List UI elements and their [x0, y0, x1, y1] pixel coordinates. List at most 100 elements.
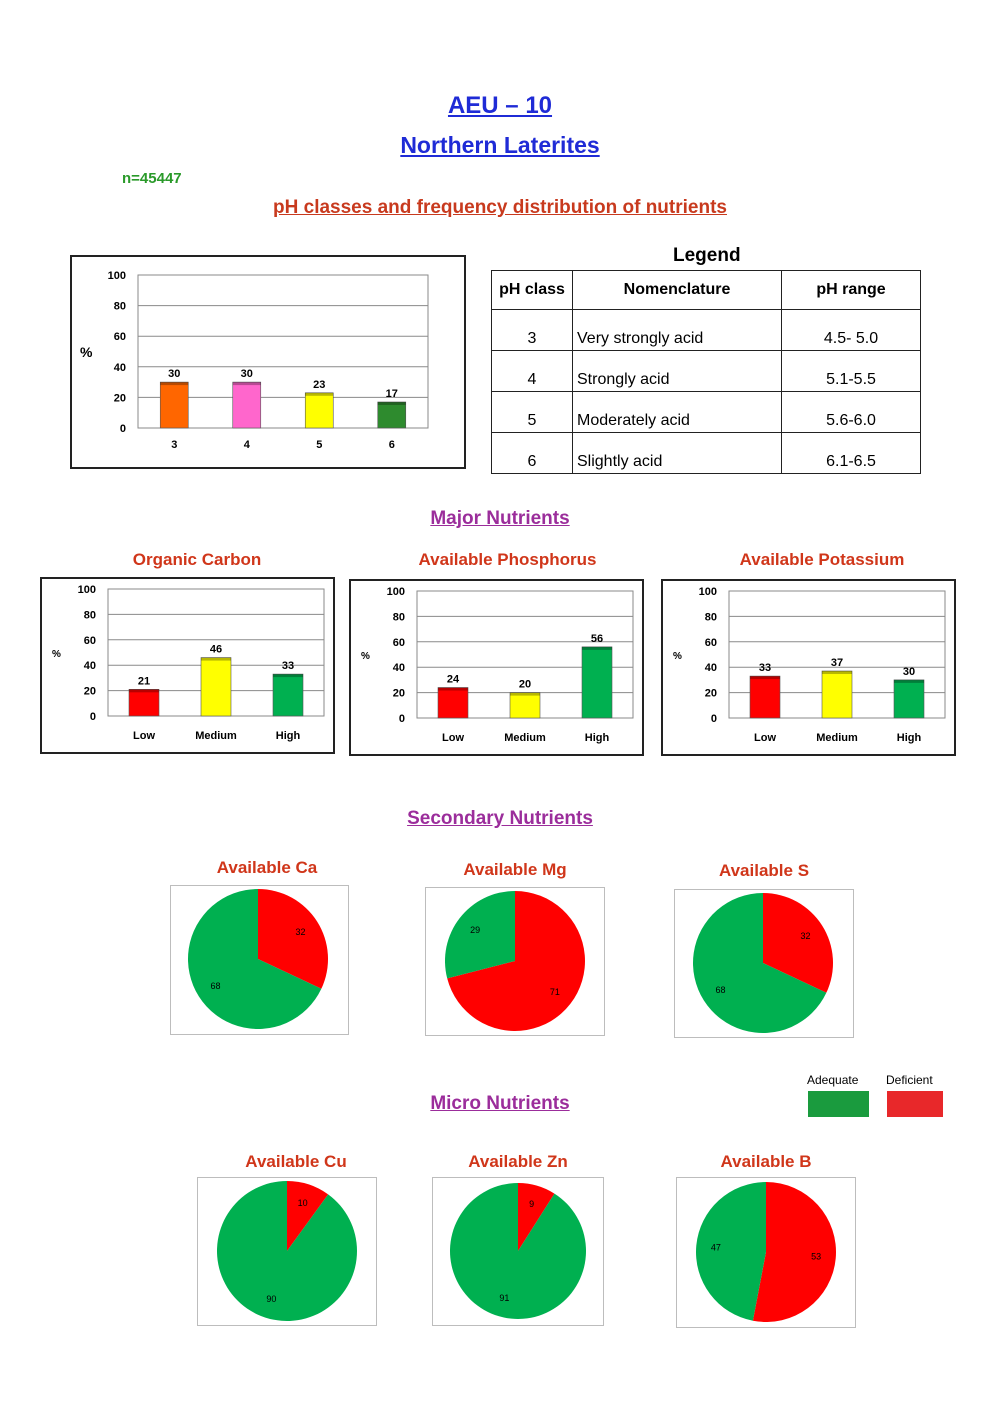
magnesium-pie-chart: 71 29 [445, 891, 585, 1031]
data-label: 33 [759, 662, 771, 674]
pie-label-adequate: 29 [470, 925, 480, 935]
y-tick-label: 60 [705, 637, 717, 649]
legend-header: Nomenclature [572, 270, 782, 310]
y-tick-label: 0 [711, 713, 717, 725]
data-label: 17 [386, 388, 398, 400]
data-label: 23 [313, 379, 325, 391]
calcium-pie-frame: 32 68 [170, 885, 349, 1035]
bar [304, 392, 334, 429]
y-tick-label: 80 [705, 611, 717, 623]
x-tick-label: Medium [195, 730, 237, 742]
data-label: 56 [591, 633, 603, 645]
x-tick-label: Low [133, 730, 155, 742]
zinc-pie-frame: 9 91 [432, 1177, 604, 1326]
y-tick-label: 100 [387, 586, 405, 598]
pie-slice-deficient [447, 891, 585, 1031]
legend-cell: 3 [491, 309, 573, 351]
potassium-bar-chart: 0 20 40 60 80 100% 33 Low 37 Medium 30 High [673, 586, 946, 744]
bar-top-shade [750, 676, 780, 680]
y-axis-label: % [673, 651, 682, 662]
data-label: 46 [210, 644, 222, 656]
copper-pie-frame: 10 90 [197, 1177, 377, 1326]
x-tick-label: Medium [504, 732, 546, 744]
y-tick-label: 20 [84, 686, 96, 698]
bar [128, 689, 160, 717]
pie-label-adequate: 47 [711, 1242, 721, 1252]
major-nutrients-title: Major Nutrients [430, 508, 570, 529]
data-label: 30 [241, 368, 253, 380]
chart-title: Available B [720, 1152, 812, 1171]
micro-nutrients-title: Micro Nutrients [430, 1093, 570, 1114]
bar-top-shade [894, 679, 924, 683]
boron-pie-frame: 53 47 [676, 1177, 856, 1328]
pie-slice-adequate [450, 1183, 586, 1319]
chart-title: Available S [718, 861, 810, 880]
data-label: 30 [168, 368, 180, 380]
pie-slice-deficient [287, 1181, 329, 1251]
bar [581, 646, 613, 719]
page-title: AEU – 10 [447, 92, 553, 119]
key-deficient-label: Deficient [886, 1073, 933, 1087]
y-tick-label: 60 [393, 637, 405, 649]
pie-slice-deficient [518, 1183, 555, 1251]
pie-label-deficient: 32 [801, 931, 811, 941]
zinc-pie-chart: 9 91 [450, 1183, 586, 1319]
legend-cell: Moderately acid [572, 391, 782, 433]
pie-slice-adequate [693, 893, 827, 1033]
y-tick-label: 40 [84, 660, 96, 672]
y-tick-label: 80 [114, 301, 126, 313]
organic-carbon-chart-frame: 0 20 40 60 80 100% 21 Low 46 Medium 33 High [40, 577, 335, 754]
legend-row: 6 Slightly acid 6.1-6.5 [491, 432, 921, 474]
legend-cell: 5 [491, 391, 573, 433]
x-tick-label: 4 [244, 439, 251, 451]
bar-top-shade [438, 687, 468, 691]
bar-top-shade [201, 657, 231, 661]
bar-top-shade [305, 392, 334, 396]
y-tick-label: 80 [84, 609, 96, 621]
pie-label-adequate: 68 [210, 981, 220, 991]
legend-row: 5 Moderately acid 5.6-6.0 [491, 391, 921, 433]
organic-carbon-bar-chart: 0 20 40 60 80 100% 21 Low 46 Medium 33 High [52, 584, 325, 742]
chart-title: Organic Carbon [132, 550, 262, 569]
sulphur-pie-chart: 32 68 [693, 893, 833, 1033]
pie-slice-adequate [696, 1182, 766, 1321]
x-tick-label: Medium [816, 732, 858, 744]
bar [200, 657, 232, 717]
pie-slice-deficient [763, 893, 833, 993]
bar-top-shade [232, 382, 261, 386]
y-tick-label: 40 [705, 662, 717, 674]
bar [232, 381, 262, 429]
y-tick-label: 60 [84, 635, 96, 647]
y-tick-label: 20 [114, 392, 126, 404]
ph-legend-table: pH class Nomenclature pH range 3 Very str… [491, 270, 921, 474]
chart-title: Available Cu [245, 1152, 347, 1171]
boron-pie-chart: 53 47 [696, 1182, 836, 1322]
data-label: 37 [831, 657, 843, 669]
bar [159, 381, 189, 429]
legend-title: Legend [673, 245, 741, 266]
data-label: 30 [903, 666, 915, 678]
pie-label-deficient: 71 [550, 987, 560, 997]
legend-cell: 5.6-6.0 [781, 391, 921, 433]
pie-slice-adequate [445, 891, 515, 979]
bar-top-shade [822, 671, 852, 675]
y-tick-label: 0 [399, 713, 405, 725]
sample-count: n=45447 [122, 170, 182, 187]
data-label: 33 [282, 660, 294, 672]
potassium-chart-frame: 0 20 40 60 80 100% 33 Low 37 Medium 30 High [661, 579, 956, 756]
pie-slice-deficient [258, 889, 328, 989]
legend-cell: 6 [491, 432, 573, 474]
pie-label-deficient: 9 [529, 1199, 534, 1209]
x-tick-label: 5 [316, 439, 322, 451]
magnesium-pie-frame: 71 29 [425, 887, 605, 1036]
y-tick-label: 100 [699, 586, 717, 598]
y-tick-label: 100 [108, 270, 126, 282]
bar-top-shade [510, 692, 540, 696]
y-axis-label: % [80, 344, 93, 360]
x-tick-label: High [897, 732, 922, 744]
data-label: 24 [447, 674, 460, 686]
legend-row: 4 Strongly acid 5.1-5.5 [491, 350, 921, 392]
y-tick-label: 20 [393, 688, 405, 700]
x-tick-label: High [276, 730, 301, 742]
y-axis-label: % [52, 649, 61, 660]
